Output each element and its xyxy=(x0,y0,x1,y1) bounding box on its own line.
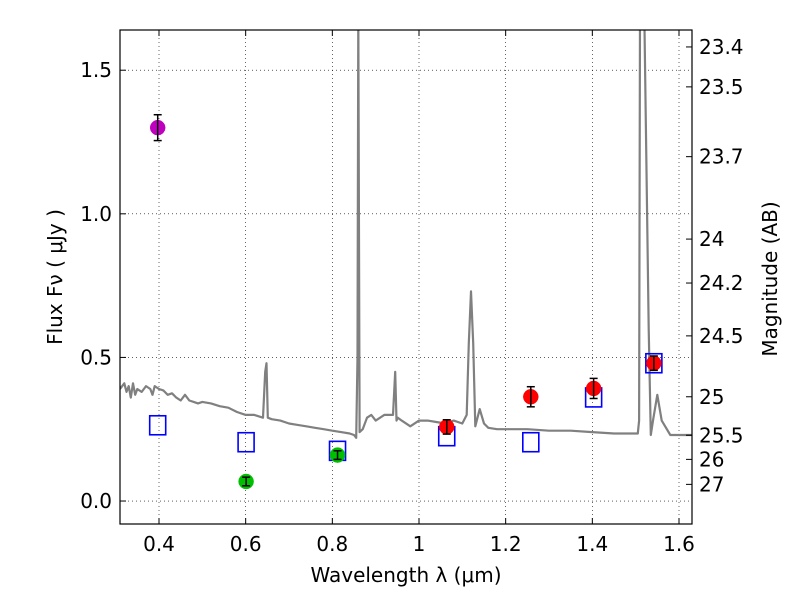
magnitude-tick-label: 26 xyxy=(699,447,724,471)
y-tick-label: 0.5 xyxy=(80,345,112,369)
model-photometry-square xyxy=(148,414,167,436)
spectrum-line xyxy=(120,30,692,439)
y-axis-label-right: Magnitude (AB) xyxy=(758,201,782,356)
model-spectrum xyxy=(120,30,692,439)
x-tick-label: 0.6 xyxy=(230,532,262,556)
x-tick-label: 0.4 xyxy=(143,532,175,556)
plot-background xyxy=(120,30,692,524)
model-photometry-square xyxy=(645,352,663,374)
x-tick-label: 0.8 xyxy=(316,532,348,556)
x-tick-label: 1 xyxy=(413,532,426,556)
model-photometry-square xyxy=(237,431,255,453)
magnitude-tick-label: 24 xyxy=(699,227,724,251)
observed-green-errorbar xyxy=(333,450,342,461)
y-tick-label: 1.5 xyxy=(80,58,112,82)
observed-red-errorbar xyxy=(526,385,535,408)
observed-red-errorbar xyxy=(649,355,658,372)
magnitude-tick-label: 24.2 xyxy=(699,271,744,295)
magnitude-tick-label: 23.5 xyxy=(699,75,744,99)
observed-photometry-markers xyxy=(149,113,662,490)
x-axis-label: Wavelength λ (μm) xyxy=(310,563,501,587)
x-tick-label: 1.4 xyxy=(576,532,608,556)
x-tick-label: 1.6 xyxy=(663,532,695,556)
magnitude-tick-label: 25 xyxy=(699,385,724,409)
y-tick-label: 1.0 xyxy=(80,202,112,226)
plot-frame xyxy=(119,29,693,525)
magnitude-tick-label: 27 xyxy=(699,472,724,496)
y-tick-label: 0.0 xyxy=(80,489,112,513)
grid-lines xyxy=(120,30,692,524)
magnitude-tick-label: 25.5 xyxy=(699,423,744,447)
observed-green-errorbar xyxy=(242,476,251,487)
x-tick-label: 1.2 xyxy=(490,532,522,556)
model-photometry-square xyxy=(521,431,540,453)
observed-red-errorbar xyxy=(589,377,598,400)
axis-ticks: 0.4 0.6 0.8 1 1.2 1.4 1.6 0.0 0.5 1.0 1.5 23.4 23.5 2… xyxy=(80,30,744,556)
y-axis-label-left: Flux Fν ( μJy ) xyxy=(43,209,67,345)
observed-red-errorbar xyxy=(442,418,451,435)
magnitude-tick-label: 23.4 xyxy=(699,35,744,59)
magnitude-tick-label: 23.7 xyxy=(699,145,744,169)
magnitude-tick-label: 24.5 xyxy=(699,324,744,348)
observed-purple-errorbar xyxy=(153,113,162,142)
